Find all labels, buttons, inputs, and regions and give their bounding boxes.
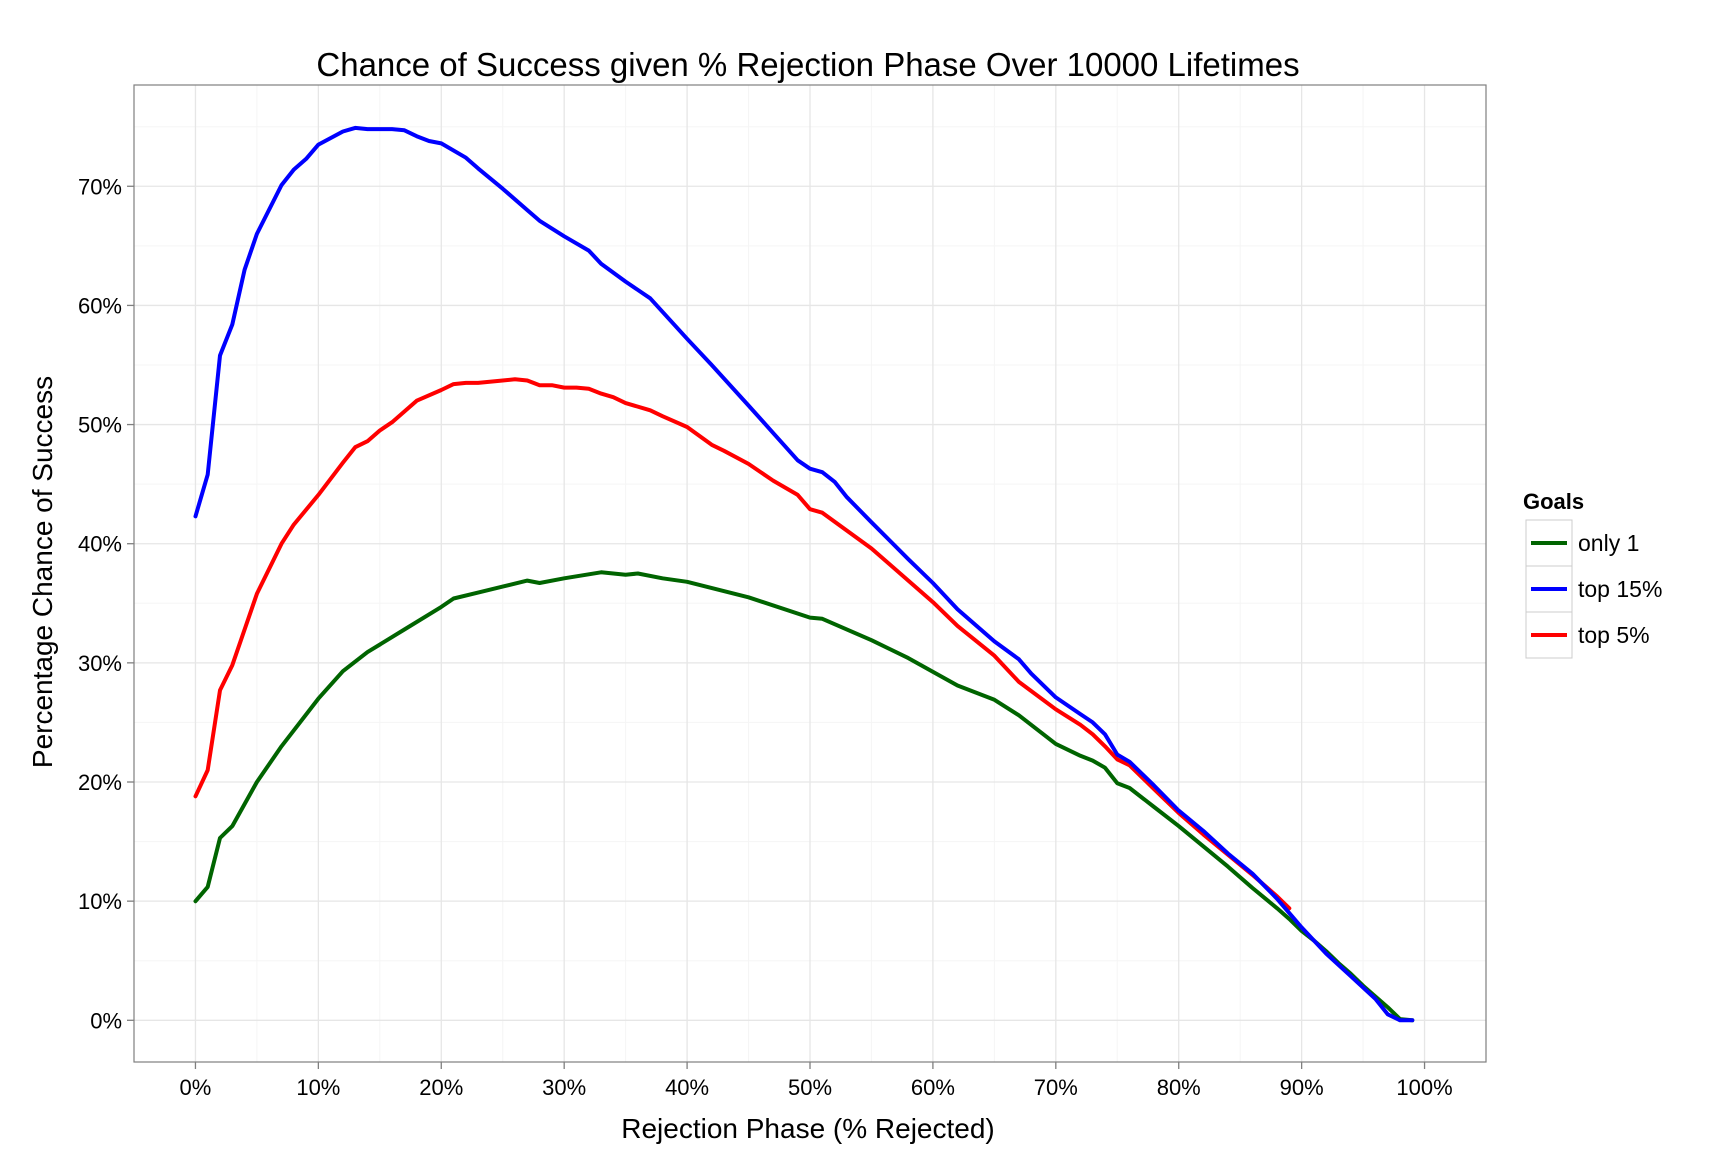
x-tick-label: 90% (1280, 1075, 1324, 1100)
x-axis: 0% 10% 20% 30% 40% 50% 60% 70% 80% 90% 100% (180, 1062, 1453, 1100)
y-tick-label: 60% (78, 293, 122, 318)
x-tick-label: 0% (180, 1075, 212, 1100)
y-axis: 0% 10% 20% 30% 40% 50% 60% 70% (78, 174, 134, 1033)
x-tick-label: 70% (1034, 1075, 1078, 1100)
x-axis-title: Rejection Phase (% Rejected) (621, 1113, 995, 1144)
legend-label: top 5% (1578, 622, 1650, 648)
x-tick-label: 80% (1157, 1075, 1201, 1100)
y-tick-label: 20% (78, 770, 122, 795)
y-tick-label: 30% (78, 651, 122, 676)
x-tick-label: 100% (1396, 1075, 1452, 1100)
y-tick-label: 10% (78, 889, 122, 914)
series-line-top-15 (193, 125, 1415, 1023)
grid (134, 85, 1486, 1062)
legend-label: only 1 (1578, 530, 1639, 556)
x-tick-label: 40% (665, 1075, 709, 1100)
series-lines (193, 125, 1415, 1023)
series-line-top-5 (193, 377, 1292, 911)
y-tick-label: 0% (90, 1008, 122, 1033)
x-tick-label: 10% (296, 1075, 340, 1100)
y-tick-label: 50% (78, 413, 122, 438)
x-tick-label: 50% (788, 1075, 832, 1100)
x-tick-label: 30% (542, 1075, 586, 1100)
y-tick-label: 40% (78, 532, 122, 557)
x-tick-label: 60% (911, 1075, 955, 1100)
y-axis-title: Percentage Chance of Success (27, 376, 58, 768)
y-tick-label: 70% (78, 174, 122, 199)
legend: Goals only 1 top 15% top 5% (1523, 489, 1662, 659)
x-tick-label: 20% (419, 1075, 463, 1100)
legend-label: top 15% (1578, 576, 1662, 602)
legend-title: Goals (1523, 489, 1584, 514)
chart-title: Chance of Success given % Rejection Phas… (316, 46, 1299, 83)
